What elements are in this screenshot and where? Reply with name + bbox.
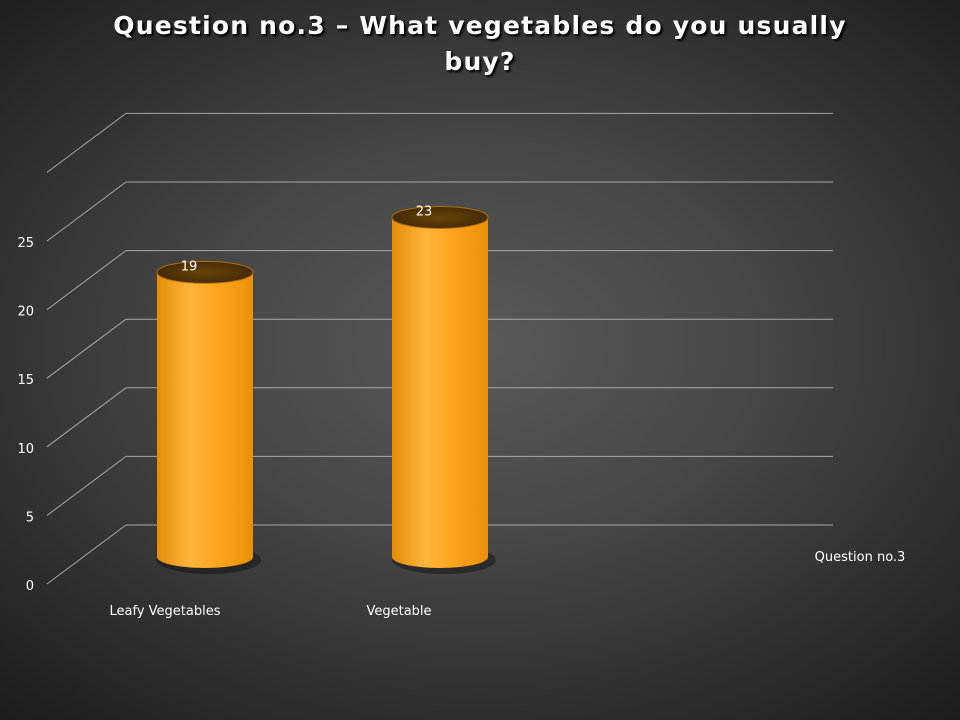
legend-entry: Question no.3 <box>815 550 906 565</box>
legend: Question no.3 <box>815 550 906 565</box>
gridline-side-3 <box>46 318 127 379</box>
label-layer: 19 Leafy Vegetables 23 Vegetable <box>110 204 433 619</box>
y-tick-label: 10 <box>17 442 34 457</box>
y-tick-label: 5 <box>26 510 34 525</box>
bar-0 <box>156 260 261 574</box>
category-label: Vegetable <box>366 604 431 619</box>
data-label: 19 <box>181 259 198 274</box>
bar-body <box>157 272 253 568</box>
bar-layer <box>156 205 496 574</box>
data-label: 23 <box>416 204 433 219</box>
gridline-side-2 <box>46 387 127 448</box>
bar-top <box>391 205 489 229</box>
gridline-side-4 <box>46 250 127 311</box>
category-label: Leafy Vegetables <box>110 604 221 619</box>
gridline-side-top <box>46 112 127 173</box>
gridline-side-1 <box>46 455 127 516</box>
bar-top <box>156 260 254 284</box>
y-tick-label: 15 <box>17 373 34 388</box>
y-tick-label: 0 <box>26 579 34 594</box>
y-axis-ticks: 0 5 10 15 20 25 <box>17 236 34 594</box>
y-tick-label: 20 <box>17 305 34 320</box>
y-tick-label: 25 <box>17 236 34 251</box>
gridline-side-5 <box>46 181 127 242</box>
gridline-side-0 <box>46 524 127 585</box>
chart-title: Question no.3 – What vegetables do you u… <box>113 11 847 76</box>
bar-1 <box>391 205 496 574</box>
bar-body <box>392 217 488 568</box>
